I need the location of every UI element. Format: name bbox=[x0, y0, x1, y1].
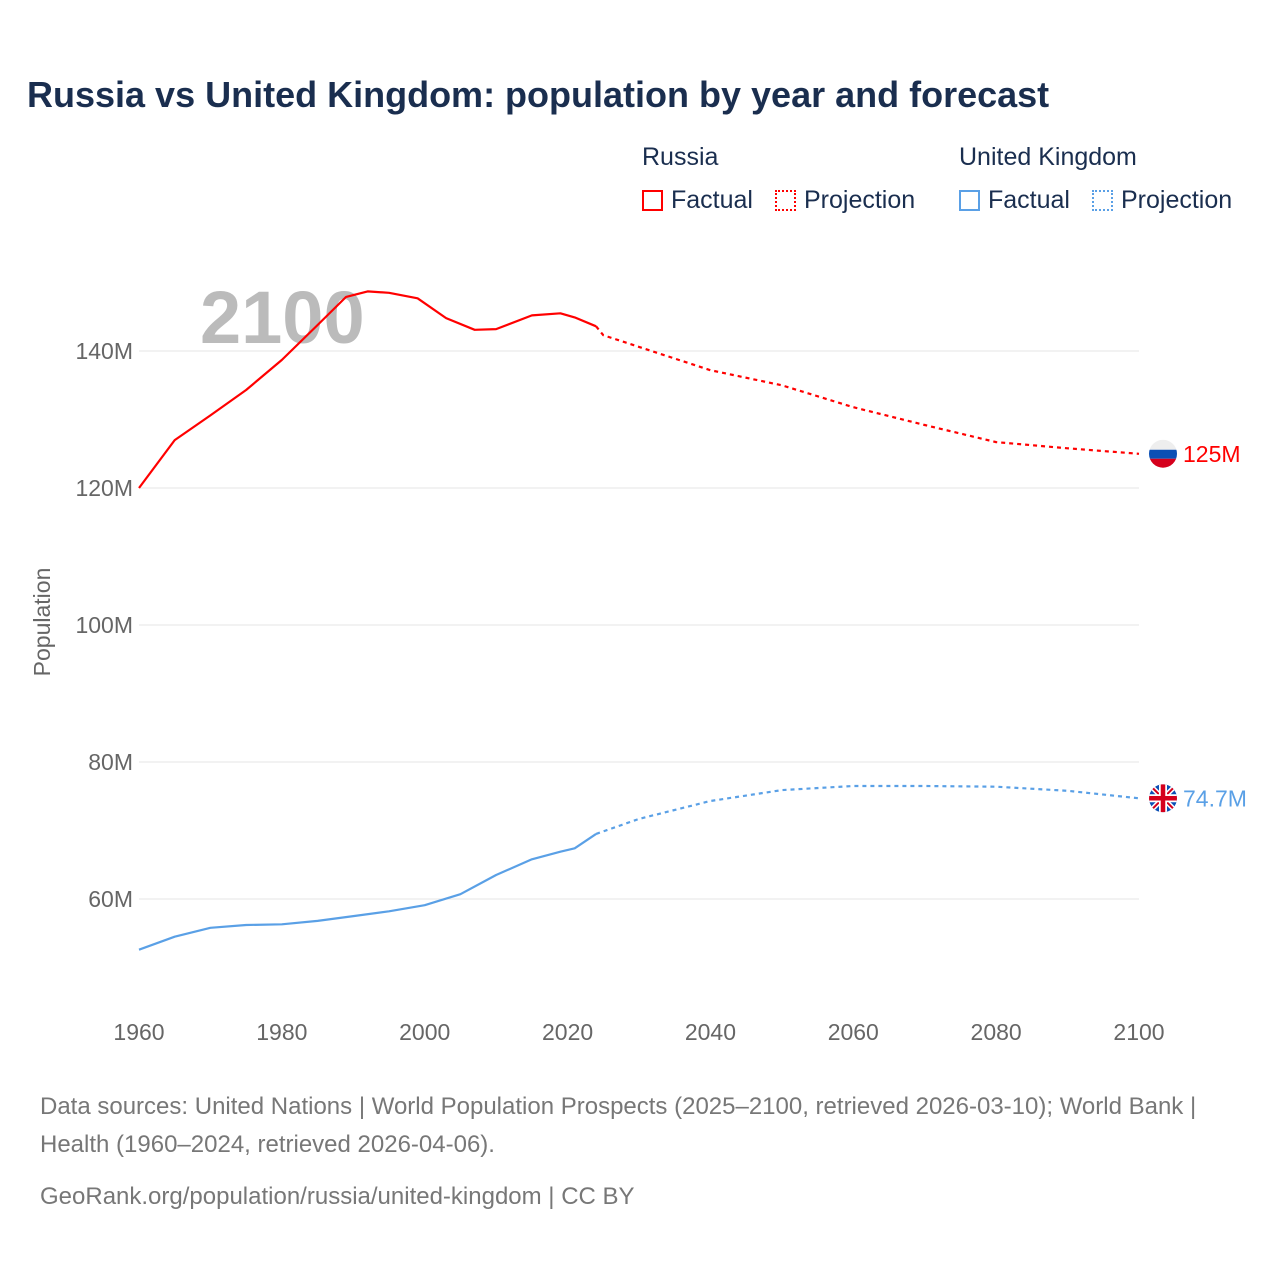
x-tick-label: 2060 bbox=[828, 1019, 879, 1045]
x-tick-label: 2040 bbox=[685, 1019, 736, 1045]
legend-uk-projection[interactable]: Projection bbox=[1092, 186, 1232, 215]
legend-group-uk: United Kingdom bbox=[959, 143, 1137, 171]
y-tick-label: 80M bbox=[88, 749, 133, 775]
y-axis-label: Population bbox=[29, 568, 55, 677]
uk-flag-icon bbox=[1149, 784, 1177, 813]
x-tick-label: 2100 bbox=[1113, 1019, 1164, 1045]
y-tick-label: 120M bbox=[75, 475, 133, 501]
legend-swatch-solid bbox=[959, 190, 980, 211]
legend-russia-factual[interactable]: Factual bbox=[642, 186, 753, 215]
russia-projection-line bbox=[595, 325, 1140, 455]
legend-russia-projection[interactable]: Projection bbox=[775, 186, 915, 215]
x-tick-label: 1980 bbox=[256, 1019, 307, 1045]
flag-stripe bbox=[1149, 458, 1177, 468]
legend-uk-factual[interactable]: Factual bbox=[959, 186, 1070, 215]
x-tick-label: 2020 bbox=[542, 1019, 593, 1045]
legend-label: Projection bbox=[1121, 186, 1233, 214]
legend-label: Projection bbox=[804, 186, 916, 214]
footer: Data sources: United Nations | World Pop… bbox=[40, 1088, 1240, 1216]
legend-swatch-dotted bbox=[1092, 190, 1113, 211]
legend-swatch-dotted bbox=[775, 190, 796, 211]
x-tick-label: 2080 bbox=[971, 1019, 1022, 1045]
uk-projection-line bbox=[595, 784, 1140, 835]
russia-end-label: 125M bbox=[1183, 441, 1241, 467]
x-tick-label: 2000 bbox=[399, 1019, 450, 1045]
source-link[interactable]: GeoRank.org/population/russia/united-kin… bbox=[40, 1183, 635, 1210]
data-sources: Data sources: United Nations | World Pop… bbox=[40, 1093, 1197, 1158]
legend-swatch-solid bbox=[642, 190, 663, 211]
y-tick-label: 100M bbox=[75, 612, 133, 638]
legend-group-russia: Russia bbox=[642, 143, 719, 171]
y-tick-label: 60M bbox=[88, 886, 133, 912]
uk-factual-line bbox=[138, 832, 597, 951]
legend-label: Factual bbox=[671, 186, 753, 214]
x-tick-label: 1960 bbox=[113, 1019, 164, 1045]
flag-stripe bbox=[1149, 439, 1177, 450]
uk-end-label: 74.7M bbox=[1183, 785, 1247, 811]
year-watermark: 2100 bbox=[200, 276, 365, 359]
legend-label: Factual bbox=[988, 186, 1070, 214]
flag-stripe bbox=[1149, 449, 1177, 459]
russia-factual-line bbox=[138, 290, 597, 489]
flag-cross bbox=[1149, 784, 1177, 813]
y-tick-label: 140M bbox=[75, 338, 133, 364]
chart-title: Russia vs United Kingdom: population by … bbox=[27, 74, 1050, 115]
russia-flag-icon bbox=[1149, 439, 1177, 468]
